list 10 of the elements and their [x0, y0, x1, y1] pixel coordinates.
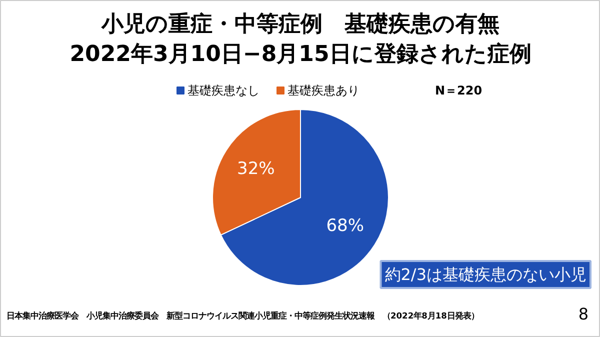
- text: 約2/3は基礎疾患のない小児: [384, 265, 586, 284]
- text: N＝220: [434, 84, 482, 98]
- data-label: 32%: [237, 159, 275, 180]
- chart-subtitle: 2022年3月10日−8月15日に登録された症例: [70, 42, 532, 67]
- data-label: 68%: [326, 216, 364, 236]
- legend-label: 基礎疾患あり: [288, 84, 360, 98]
- text: 8: [578, 304, 589, 324]
- legend-label: 基礎疾患なし: [188, 84, 260, 98]
- chart-title: 小児の重症・中等症例 基礎疾患の有無: [100, 12, 500, 37]
- text: 日本集中治療医学会 小児集中治療委員会 新型コロナウイルス関連小児重症・中等症例発生状況速報 （2022年8月18日発表）: [6, 310, 479, 320]
